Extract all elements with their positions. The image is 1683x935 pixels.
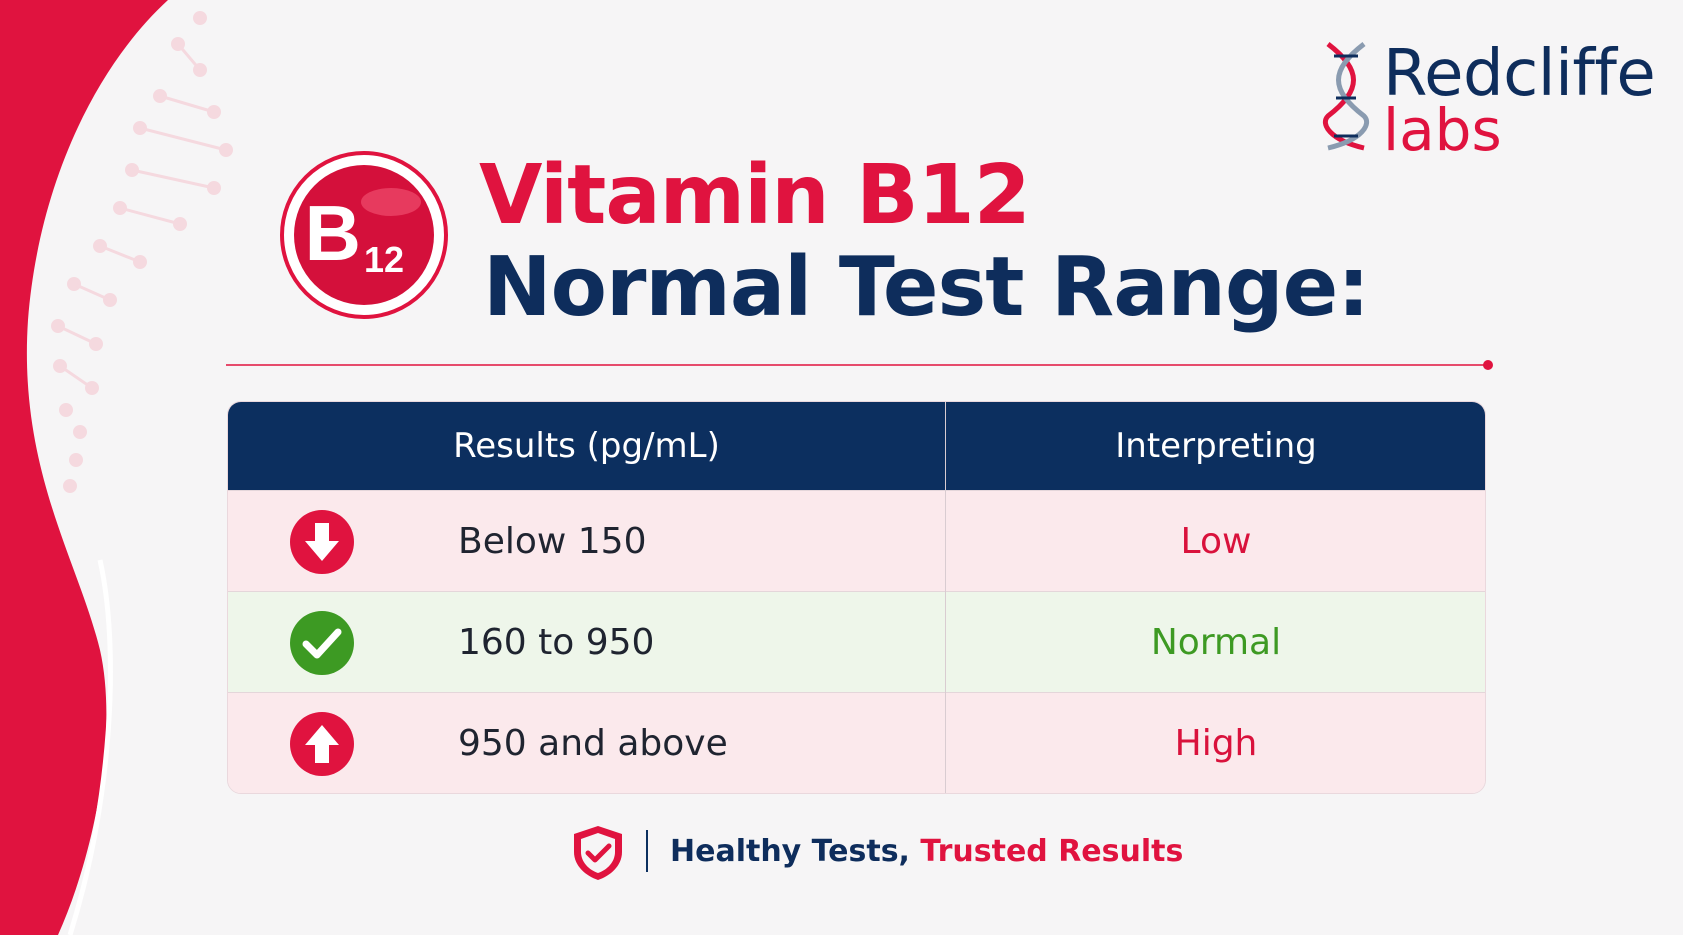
brand-name-labs: labs — [1383, 96, 1502, 164]
header-results: Results (pg/mL) — [453, 426, 720, 466]
table-header: Results (pg/mL) Interpreting — [228, 402, 1485, 490]
title-divider — [226, 360, 1493, 370]
shield-check-icon — [574, 826, 622, 880]
arrow-up-icon — [290, 712, 354, 776]
range-value-low: Below 150 — [458, 521, 647, 562]
page-subtitle: Normal Test Range: — [483, 240, 1370, 335]
status-normal: Normal — [1150, 622, 1282, 663]
dna-logo-icon — [1322, 42, 1370, 151]
b12-badge-icon: B 12 — [280, 151, 448, 319]
status-high: High — [1174, 723, 1258, 764]
footer-separator — [646, 830, 648, 872]
status-low: Low — [1180, 521, 1252, 562]
range-value-normal: 160 to 950 — [458, 622, 655, 663]
arrow-down-icon — [290, 510, 354, 574]
footer-text-healthy: Healthy Tests, — [670, 834, 910, 869]
footer-text: Healthy Tests, Trusted Results — [670, 820, 1183, 884]
dna-helix-icon — [51, 11, 233, 493]
table-row-low: Below 150 Low — [228, 490, 1485, 591]
header-interpreting: Interpreting — [1115, 426, 1317, 466]
footer-tagline: Healthy Tests, Trusted Results — [570, 820, 1183, 884]
page-title: Vitamin B12 — [479, 148, 1031, 243]
brand-name-redcliffe: Redcliffe — [1383, 37, 1656, 111]
range-table: Results (pg/mL) Interpreting Below 150 L… — [227, 401, 1486, 794]
footer-text-trusted: Trusted Results — [920, 834, 1184, 869]
badge-letter: B — [305, 189, 361, 277]
brand-logo: Redcliffe labs — [1322, 36, 1662, 164]
badge-subscript: 12 — [364, 239, 404, 280]
table-row-high: 950 and above High — [228, 692, 1485, 793]
column-divider — [945, 402, 946, 793]
check-icon — [290, 611, 354, 675]
red-wave-decoration — [0, 0, 233, 935]
range-value-high: 950 and above — [458, 723, 728, 764]
table-row-normal: 160 to 950 Normal — [228, 591, 1485, 692]
